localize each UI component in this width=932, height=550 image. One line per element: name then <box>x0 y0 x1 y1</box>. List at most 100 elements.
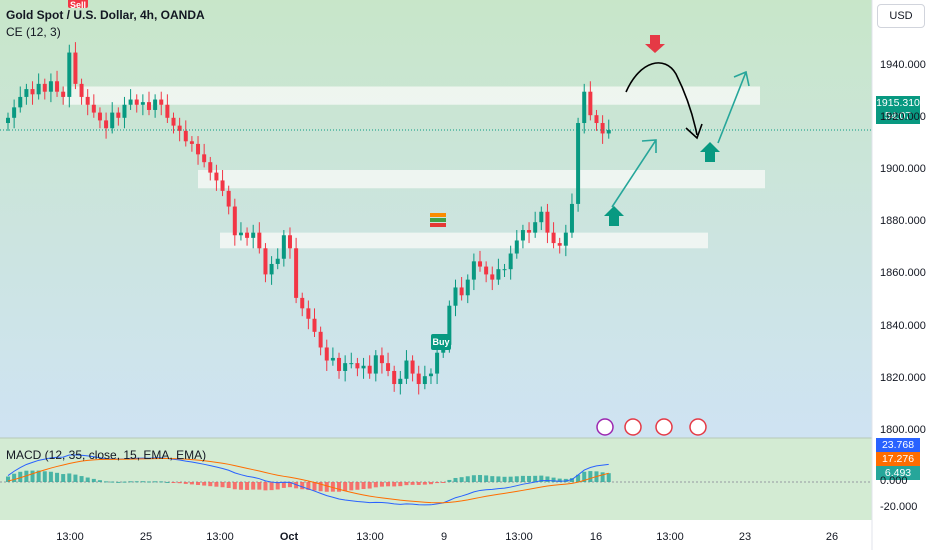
price-tick-label: 1840.000 <box>880 319 926 332</box>
macd-histogram-bar <box>459 477 464 482</box>
indicator-label[interactable]: CE (12, 3) <box>6 25 61 39</box>
layers-icon <box>430 218 446 222</box>
candle <box>410 360 415 374</box>
macd-histogram-bar <box>324 482 329 492</box>
currency-button[interactable]: USD <box>877 4 925 28</box>
macd-pane-background <box>0 438 872 520</box>
macd-histogram-bar <box>404 482 409 486</box>
time-tick-label: 13:00 <box>56 531 84 543</box>
macd-histogram-bar <box>104 481 109 483</box>
candle <box>484 266 489 275</box>
macd-histogram-bar <box>367 482 372 489</box>
candle <box>263 248 268 275</box>
candle <box>361 365 366 369</box>
candle <box>318 331 323 348</box>
economic-event-icon <box>624 418 642 436</box>
candle <box>24 89 29 97</box>
time-tick-label: 13:00 <box>505 531 533 543</box>
macd-histogram-bar <box>349 482 354 491</box>
macd-histogram-bar <box>545 476 550 482</box>
candle <box>189 141 194 144</box>
macd-histogram-bar <box>251 482 256 490</box>
candle <box>502 269 507 271</box>
candle <box>337 357 342 371</box>
macd-histogram-bar <box>337 482 342 492</box>
macd-tick-label: 0.000 <box>880 475 908 487</box>
sr-zone <box>198 170 765 189</box>
layers-icon <box>430 213 446 217</box>
macd-histogram-bar <box>502 476 507 482</box>
candle <box>422 376 427 385</box>
macd-histogram-bar <box>226 482 231 488</box>
macd-histogram-bar <box>263 482 268 491</box>
candle <box>55 81 60 92</box>
candle <box>576 123 581 204</box>
histogram-value-tag: 6.493 <box>876 466 920 480</box>
candle <box>569 203 574 233</box>
macd-histogram-bar <box>189 482 194 485</box>
candle <box>251 232 256 238</box>
candle <box>545 211 550 233</box>
candle <box>220 180 225 191</box>
macd-histogram-bar <box>576 474 581 482</box>
time-tick-label: 13:00 <box>356 531 384 543</box>
candle <box>557 243 562 246</box>
candle <box>330 357 335 361</box>
macd-histogram-bar <box>428 482 433 485</box>
price-tick-label: 1920.000 <box>880 110 926 123</box>
macd-histogram-bar <box>343 482 348 492</box>
candle <box>61 91 66 97</box>
economic-event-icon <box>596 418 614 436</box>
buy-signal-label: Buy <box>431 334 451 350</box>
macd-histogram-bar <box>484 475 489 482</box>
candle <box>165 104 170 118</box>
macd-histogram-bar <box>208 482 213 487</box>
candle <box>275 258 280 264</box>
macd-histogram-bar <box>79 476 84 482</box>
candle <box>97 112 102 121</box>
candle <box>459 287 464 296</box>
macd-line <box>7 454 609 506</box>
candle <box>146 102 151 110</box>
candle <box>416 373 421 385</box>
macd-histogram-bar <box>48 471 53 482</box>
macd-label[interactable]: MACD (12, 35, close, 15, EMA, EMA) <box>6 448 207 462</box>
candle <box>226 190 231 207</box>
price-tick-label: 1800.000 <box>880 424 926 436</box>
macd-histogram-bar <box>312 482 317 491</box>
candle <box>392 370 397 385</box>
macd-histogram-bar <box>471 475 476 482</box>
macd-histogram-bar <box>18 471 23 482</box>
macd-histogram-bar <box>128 481 133 483</box>
candle <box>269 263 274 275</box>
time-tick-label: 25 <box>139 531 153 543</box>
macd-histogram-bar <box>318 482 323 492</box>
macd-histogram-bar <box>67 473 72 482</box>
candle <box>520 230 525 241</box>
candle <box>85 96 90 105</box>
macd-histogram-bar <box>588 471 593 482</box>
macd-histogram-bar <box>606 473 611 482</box>
time-tick-label: 26 <box>825 531 839 543</box>
candle <box>202 154 207 163</box>
macd-histogram-bar <box>159 481 164 483</box>
macd-histogram-bar <box>373 482 378 488</box>
candle <box>539 211 544 223</box>
candle <box>386 363 391 371</box>
macd-histogram-bar <box>300 482 305 490</box>
candle <box>533 222 538 233</box>
macd-histogram-bar <box>361 482 366 490</box>
candle <box>42 83 47 92</box>
candle <box>281 235 286 259</box>
candle <box>67 52 72 97</box>
candle <box>257 232 262 249</box>
macd-histogram-bar <box>214 482 219 487</box>
macd-histogram-bar <box>55 472 60 482</box>
candle <box>435 352 440 374</box>
price-tick-label: 1900.000 <box>880 163 926 175</box>
macd-histogram-bar <box>563 478 568 482</box>
candle <box>12 107 17 118</box>
candle <box>453 287 458 306</box>
